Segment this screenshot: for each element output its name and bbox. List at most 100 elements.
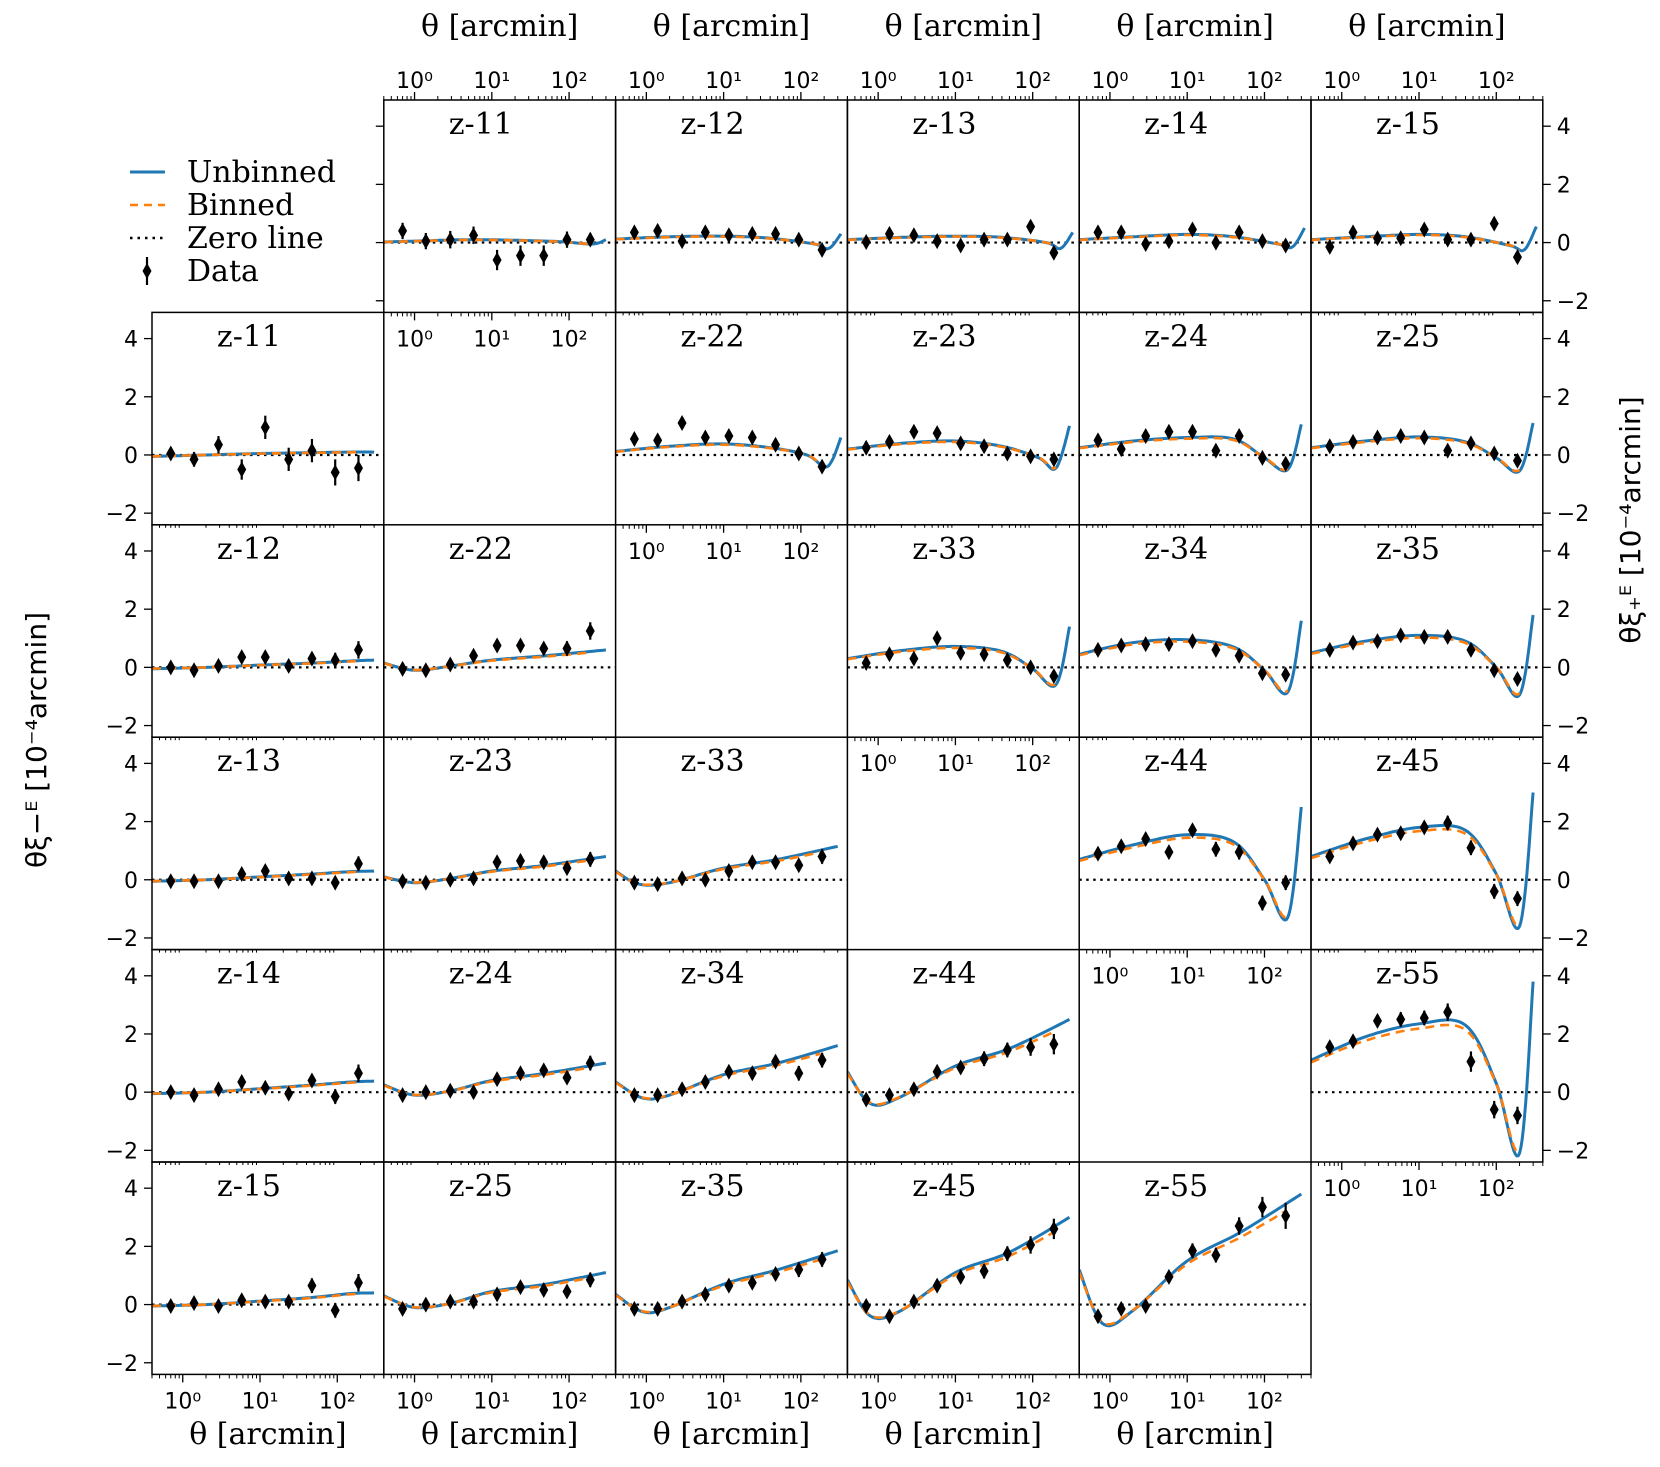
x-tick-label: 10¹ [937,752,974,777]
data-point [629,1087,639,1104]
data-point [189,1295,199,1312]
panel-label: z-34 [681,957,745,992]
data-point [562,640,572,657]
binned-curve [847,440,1057,470]
data-point [213,1298,223,1315]
data-point [1257,449,1267,466]
data-point [307,442,317,459]
panel-z-15-r5c0: z-15 10⁰ 10¹ 10² 4 2 0 −2 [106,1161,385,1414]
data-point [1141,428,1151,445]
data-point [1141,636,1151,653]
data-point [166,659,176,676]
panel-label: z-33 [681,744,745,779]
data-point [539,854,549,871]
data-point [1512,452,1522,469]
y-tick-label: 4 [124,540,138,565]
data-point [629,430,639,447]
y-tick-label: 4 [1557,540,1571,565]
data-point [700,871,710,888]
legend-label: Binned [187,188,294,223]
data-point [1512,249,1522,266]
data-point [398,660,408,677]
data-point [1026,659,1036,676]
data-point [1234,647,1244,664]
data-point [1049,1036,1059,1053]
data-point [771,436,781,453]
panel-label: z-45 [912,1169,976,1204]
y-tick-label: 4 [124,1177,138,1202]
binned-curve [1311,636,1521,696]
data-point [330,464,340,481]
data-point [956,1059,966,1076]
panel-frame [1310,948,1544,1163]
data-point [237,865,247,882]
unbinned-curve [1079,1192,1303,1328]
data-point [794,231,804,248]
y-tick-label: 0 [1557,656,1571,681]
y-tick-label: 2 [124,811,138,836]
data-point [1164,844,1174,861]
panel-z-23-r1c3: z-23 [846,311,1080,528]
data-point [747,1065,757,1082]
x-axis-title-bottom: θ [arcmin] [189,1417,346,1452]
data-point [585,1055,595,1072]
data-point [260,419,270,436]
x-axis-title-bottom: θ [arcmin] [421,1417,578,1452]
data-point [1489,1101,1499,1118]
x-tick-label: 10¹ [937,1389,974,1414]
data-point [653,222,663,239]
panel-label: z-13 [217,744,281,779]
data-point [398,1300,408,1317]
panel-label: z-15 [217,1169,281,1204]
data-point [166,445,176,462]
data-point [189,451,199,468]
data-point [353,1065,363,1082]
data-point [585,231,595,248]
panel-label: z-11 [449,107,513,142]
panel-label: z-44 [1144,744,1208,779]
data-point [1093,224,1103,241]
data-point [1372,429,1382,446]
data-point [469,647,479,664]
data-point [1002,652,1012,669]
x-tick-label: 10¹ [1401,69,1438,94]
data-point [307,1072,317,1089]
panel-z-24-r4c1: z-24 [383,948,617,1165]
data-point [515,1065,525,1082]
y-tick-label: 2 [1557,386,1571,411]
x-tick-label: 10⁰ [860,69,897,94]
data-point [1026,1039,1036,1056]
panel-z-11-r0c1: z-11 10⁰ 10¹ 10² 10⁰ 10¹ 10² [375,69,617,352]
data-point [677,414,687,431]
y-tick-label: −2 [1557,1139,1589,1164]
data-point [1466,1053,1476,1070]
panel-label: z-12 [681,107,745,142]
data-point [909,650,919,667]
panel-label: z-11 [217,319,281,354]
data-point [562,860,572,877]
y-tick-label: 2 [1557,598,1571,623]
data-point [1211,641,1221,658]
y-tick-label: 2 [124,1235,138,1260]
x-tick-label: 10² [1246,1389,1283,1414]
data-point [1466,435,1476,452]
unbinned-curve [383,1061,607,1097]
data-point [515,1279,525,1296]
data-point [884,1308,894,1325]
legend-label: Unbinned [187,155,336,190]
data-point [747,429,757,446]
data-point [1512,1107,1522,1124]
data-point [1211,841,1221,858]
x-tick-label: 10² [782,540,819,565]
data-point [771,1266,781,1283]
y-axis-title-left: θξ−ᴱ [10⁻⁴arcmin] [20,612,53,868]
data-point [539,247,549,264]
x-axis-title-top: θ [arcmin] [885,9,1042,44]
data-point [817,1251,827,1268]
data-point [1093,1308,1103,1325]
y-tick-label: 4 [1557,965,1571,990]
data-point [1164,233,1174,250]
data-point [562,1283,572,1300]
y-tick-label: −2 [1557,715,1589,740]
binned-curve [847,646,1057,687]
